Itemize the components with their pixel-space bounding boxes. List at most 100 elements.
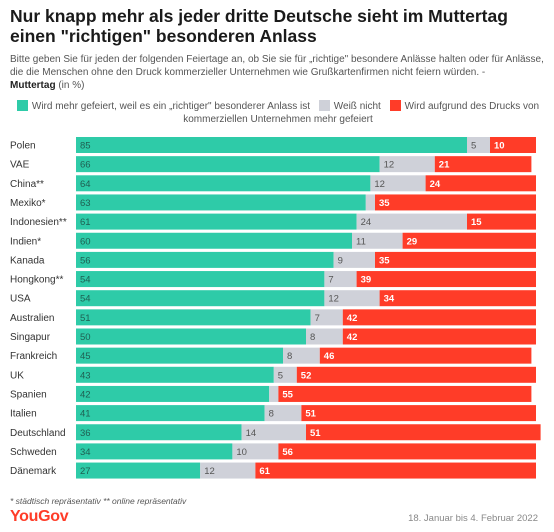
bar-segment-series-2 — [356, 271, 536, 288]
bar-value-label: 7 — [328, 275, 333, 286]
bar-segment-series-0 — [76, 385, 270, 402]
topic-label: Muttertag — [10, 80, 56, 91]
bar-value-label: 85 — [80, 141, 91, 152]
bar-value-label: 8 — [269, 409, 274, 420]
bar-value-label: 9 — [338, 255, 343, 266]
bar-value-label: 5 — [471, 141, 476, 152]
bar-value-label: 11 — [356, 236, 366, 247]
bar-value-label: 54 — [80, 294, 91, 305]
bar-segment-series-2 — [319, 347, 532, 364]
bar-value-label: 66 — [80, 160, 91, 171]
category-label: Dänemark — [10, 466, 57, 477]
bar-value-label: 15 — [471, 217, 482, 228]
legend-item-weiss-nicht: Weiß nicht — [313, 100, 381, 112]
bar-segment-series-2 — [379, 290, 536, 307]
bar-value-label: 8 — [310, 332, 315, 343]
bar-segment-series-2 — [278, 385, 532, 402]
legend-item-richtig: Wird mehr gefeiert, weil es ein „richtig… — [16, 100, 310, 112]
bar-segment-series-2 — [375, 194, 536, 211]
category-label: Schweden — [10, 447, 57, 458]
bar-segment-series-2 — [255, 462, 536, 479]
bar-value-label: 56 — [80, 255, 91, 266]
category-label: VAE — [10, 160, 30, 171]
category-label: Deutschland — [10, 428, 66, 439]
bar-segment-series-2 — [306, 424, 541, 441]
bar-value-label: 36 — [80, 428, 91, 439]
category-label: Spanien — [10, 389, 47, 400]
category-label: Hongkong** — [10, 275, 63, 286]
category-label: Italien — [10, 409, 37, 420]
category-label: Frankreich — [10, 351, 57, 362]
bar-value-label: 34 — [80, 447, 91, 458]
bar-segment-series-1 — [264, 405, 302, 422]
bar-segment-series-0 — [76, 271, 325, 288]
bar-value-label: 39 — [361, 275, 372, 286]
bar-value-label: 46 — [324, 351, 335, 362]
bar-segment-series-0 — [76, 175, 371, 192]
bar-value-label: 27 — [80, 466, 91, 477]
legend-item-kommerziell: Wird aufgrund des Drucks von kommerziell… — [183, 100, 540, 125]
bar-value-label: 21 — [439, 160, 450, 171]
bar-segment-series-0 — [76, 424, 242, 441]
legend-swatch-grey — [318, 100, 330, 111]
bar-value-label: 56 — [282, 447, 293, 458]
category-label: Mexiko* — [10, 198, 46, 209]
category-label: USA — [10, 294, 31, 305]
bar-segment-series-1 — [352, 232, 403, 249]
bar-value-label: 63 — [80, 198, 91, 209]
bar-segment-series-0 — [76, 366, 274, 383]
bar-value-label: 60 — [80, 236, 91, 247]
bar-value-label: 52 — [301, 370, 312, 381]
bar-value-label: 5 — [278, 370, 283, 381]
bar-value-label: 64 — [80, 179, 91, 190]
bar-segment-series-0 — [76, 347, 283, 364]
bar-segment-series-2 — [278, 443, 536, 460]
bar-segment-series-1 — [324, 290, 380, 307]
legend-label-weiss-nicht: Weiß nicht — [333, 101, 381, 112]
bar-value-label: 24 — [361, 217, 372, 228]
bar-value-label: 34 — [384, 294, 395, 305]
bar-segment-series-1 — [333, 251, 375, 268]
bar-segment-series-0 — [76, 251, 334, 268]
bar-segment-series-1 — [200, 462, 256, 479]
bar-value-label: 61 — [259, 466, 270, 477]
bar-segment-series-1 — [379, 156, 435, 173]
category-label: China** — [10, 179, 44, 190]
survey-date: 18. Januar bis 4. Februar 2022 — [408, 513, 538, 524]
bar-value-label: 12 — [374, 179, 385, 190]
bar-value-label: 10 — [236, 447, 247, 458]
chart-title: Nur knapp mehr als jeder dritte Deutsche… — [10, 6, 508, 46]
legend-label-kommerziell: Wird aufgrund des Drucks von kommerziell… — [183, 101, 540, 125]
bar-segment-series-2 — [296, 366, 536, 383]
bar-segment-series-1 — [269, 385, 279, 402]
category-label: UK — [10, 370, 24, 381]
bar-segment-series-2 — [467, 213, 536, 230]
category-label: Polen — [10, 141, 36, 152]
bar-value-label: 14 — [246, 428, 257, 439]
category-label: Kanada — [10, 255, 45, 266]
bar-segment-series-2 — [425, 175, 536, 192]
category-label: Indien* — [10, 236, 41, 247]
legend-swatch-green — [16, 100, 28, 111]
bar-segment-series-0 — [76, 194, 366, 211]
bar-segment-series-1 — [365, 194, 375, 211]
bar-segment-series-0 — [76, 232, 352, 249]
unit-label: (in %) — [58, 80, 85, 91]
bar-value-label: 51 — [80, 313, 91, 324]
bar-value-label: 42 — [347, 332, 358, 343]
bar-value-label: 55 — [282, 389, 293, 400]
bar-value-label: 51 — [305, 409, 316, 420]
bar-segment-series-1 — [310, 309, 343, 326]
bar-segment-series-0 — [76, 405, 265, 422]
bar-value-label: 12 — [328, 294, 339, 305]
bar-segment-series-0 — [76, 156, 380, 173]
bar-segment-series-2 — [402, 232, 536, 249]
bar-segment-series-0 — [76, 309, 311, 326]
legend-swatch-red — [389, 100, 401, 111]
bar-value-label: 35 — [379, 255, 390, 266]
bar-value-label: 41 — [80, 409, 91, 420]
bar-segment-series-1 — [324, 271, 357, 288]
bar-value-label: 50 — [80, 332, 91, 343]
bar-value-label: 35 — [379, 198, 390, 209]
